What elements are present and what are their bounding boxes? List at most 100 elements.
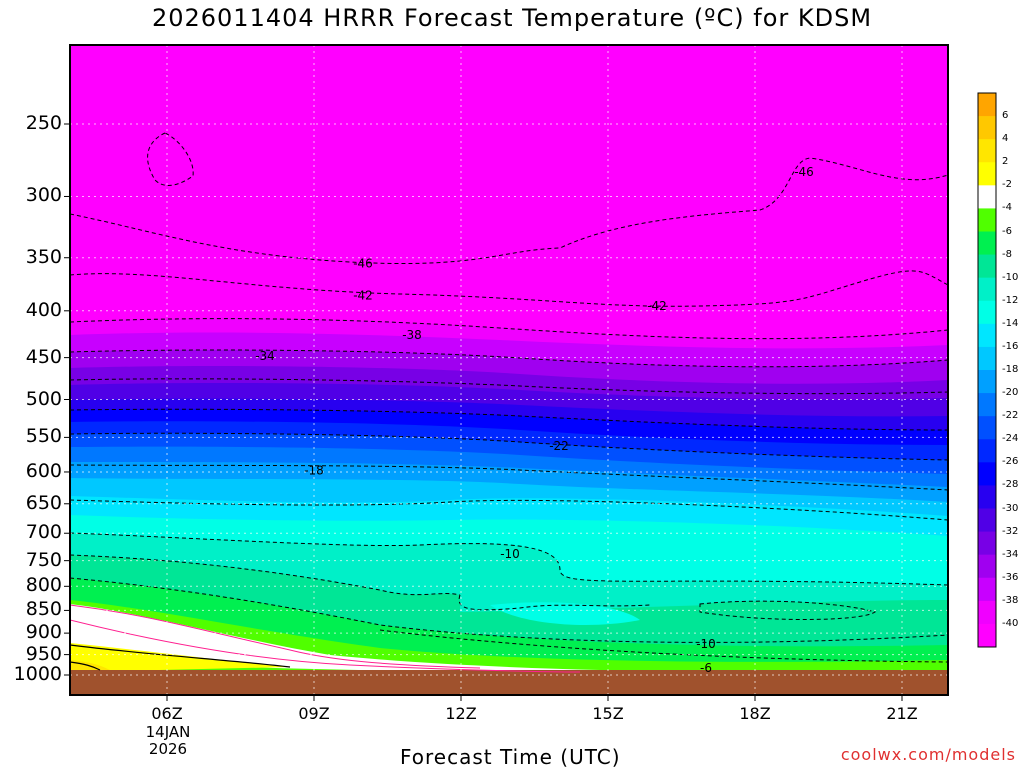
colorbar-label: -2 bbox=[1002, 179, 1012, 191]
colorbar-label: -26 bbox=[1002, 456, 1019, 468]
y-tick-label: 850 bbox=[25, 598, 62, 621]
x-tick-label: 09Z bbox=[298, 704, 330, 723]
contour-label: -6 bbox=[700, 661, 712, 675]
colorbar-swatch bbox=[978, 393, 996, 417]
colorbar-swatch bbox=[978, 185, 996, 209]
y-tick-label: 750 bbox=[25, 548, 62, 571]
colorbar-label: -10 bbox=[1002, 271, 1019, 283]
colorbar-swatch bbox=[978, 531, 996, 556]
colorbar-label: -40 bbox=[1002, 617, 1019, 629]
y-tick-label: 600 bbox=[25, 459, 62, 482]
plot-frame bbox=[69, 44, 949, 696]
colorbar-swatch bbox=[978, 231, 996, 256]
contour-label: -10 bbox=[500, 547, 520, 561]
band-minus12-pocket bbox=[490, 602, 640, 625]
colorbar-swatch bbox=[978, 623, 996, 648]
y-tick-label: 500 bbox=[25, 387, 62, 410]
contour-label: -42 bbox=[353, 289, 373, 303]
colorbar-label: 4 bbox=[1002, 133, 1009, 145]
y-tick-label: 800 bbox=[25, 574, 62, 597]
colorbar-swatch bbox=[978, 577, 996, 602]
colorbar-swatch bbox=[978, 93, 996, 117]
y-tick-label: 300 bbox=[25, 184, 62, 207]
colorbar-label: -28 bbox=[1002, 479, 1019, 491]
y-tick-label: 650 bbox=[25, 491, 62, 514]
date-label-year: 2026 bbox=[148, 740, 188, 758]
credit-text: coolwx.com/models bbox=[840, 745, 1016, 764]
colorbar-label: 2 bbox=[1002, 156, 1009, 168]
colorbar-swatch bbox=[978, 162, 996, 186]
colorbar-swatch bbox=[978, 439, 996, 463]
x-tick-label: 21Z bbox=[886, 704, 918, 723]
y-tick-label: 250 bbox=[25, 112, 62, 134]
x-axis-label: Forecast Time (UTC) bbox=[400, 745, 621, 769]
colorbar-swatch bbox=[978, 139, 996, 163]
colorbar-swatch bbox=[978, 370, 996, 394]
wetbulb-contours bbox=[70, 604, 581, 673]
colorbar-swatch bbox=[978, 600, 996, 625]
y-tick-label: 550 bbox=[25, 425, 62, 448]
contour-lines bbox=[70, 157, 948, 663]
colorbar-swatch bbox=[978, 346, 996, 371]
colorbar bbox=[977, 92, 997, 648]
colorbar-swatch bbox=[978, 485, 996, 509]
colorbar-label: -32 bbox=[1002, 525, 1019, 537]
colorbar-label: -34 bbox=[1002, 548, 1019, 560]
axis-ticks bbox=[64, 123, 903, 701]
colorbar-swatch bbox=[978, 277, 996, 302]
colorbar-swatch bbox=[978, 254, 996, 279]
freezing-contours bbox=[70, 644, 291, 671]
y-tick-label: 900 bbox=[25, 621, 62, 644]
colorbar-label: -12 bbox=[1002, 294, 1019, 306]
colorbar-label: -20 bbox=[1002, 387, 1019, 399]
contour-labels: -46 -46 -42 -42 -38 -34 -22 -18 -10 -10 -6 bbox=[255, 165, 814, 675]
x-tick-label: 18Z bbox=[739, 704, 771, 723]
y-tick-label: 450 bbox=[25, 345, 62, 368]
colorbar-label: -38 bbox=[1002, 594, 1019, 606]
contour-label: -46 bbox=[794, 165, 814, 179]
colorbar-label: -22 bbox=[1002, 410, 1019, 422]
colorbar-label: -16 bbox=[1002, 340, 1019, 352]
colorbar-swatch bbox=[978, 116, 996, 140]
y-tick-label: 400 bbox=[25, 298, 62, 321]
x-tick-label: 15Z bbox=[592, 704, 624, 723]
grid-lines bbox=[70, 45, 948, 695]
cold-pocket-contour bbox=[147, 132, 194, 187]
colorbar-label: -8 bbox=[1002, 248, 1012, 260]
colorbar-label: -4 bbox=[1002, 202, 1012, 214]
y-tick-label: 350 bbox=[25, 245, 62, 268]
contour-label: -34 bbox=[255, 349, 275, 363]
colorbar-label: 6 bbox=[1002, 110, 1009, 122]
chart-title: 2026011404 HRRR Forecast Temperature (ºC… bbox=[151, 4, 873, 32]
y-tick-label: 1000 bbox=[13, 663, 62, 685]
contour-label: -10 bbox=[696, 637, 716, 651]
contour-label: -42 bbox=[647, 299, 667, 313]
band-plus2 bbox=[70, 643, 290, 672]
colorbar-frame bbox=[977, 92, 997, 648]
x-tick-label: 06Z bbox=[151, 704, 183, 723]
y-tick-label: 700 bbox=[25, 521, 62, 544]
colorbar-label: -18 bbox=[1002, 364, 1019, 375]
colorbar-label: -14 bbox=[1002, 317, 1019, 329]
colorbar-swatch bbox=[978, 208, 996, 232]
ground bbox=[70, 670, 948, 695]
colorbar-label: -24 bbox=[1002, 433, 1019, 445]
contour-label: -18 bbox=[304, 464, 324, 478]
colorbar-swatch bbox=[978, 462, 996, 486]
colorbar-swatch bbox=[978, 508, 996, 533]
band-minus8-pocket bbox=[700, 601, 875, 620]
colorbar-label: -30 bbox=[1002, 502, 1019, 514]
y-tick-label: 950 bbox=[25, 642, 62, 665]
contour-label: -22 bbox=[549, 439, 569, 453]
colorbar-swatch bbox=[978, 323, 996, 348]
contour-label: -46 bbox=[353, 256, 373, 270]
date-label-day: 14JAN bbox=[145, 723, 191, 741]
colorbar-label: -6 bbox=[1002, 225, 1012, 237]
x-tick-label: 12Z bbox=[445, 704, 477, 723]
colorbar-label: -36 bbox=[1002, 571, 1019, 583]
colorbar-swatch bbox=[978, 300, 996, 325]
colorbar-swatch bbox=[978, 554, 996, 579]
temperature-field bbox=[70, 45, 948, 695]
colorbar-swatch bbox=[978, 416, 996, 440]
